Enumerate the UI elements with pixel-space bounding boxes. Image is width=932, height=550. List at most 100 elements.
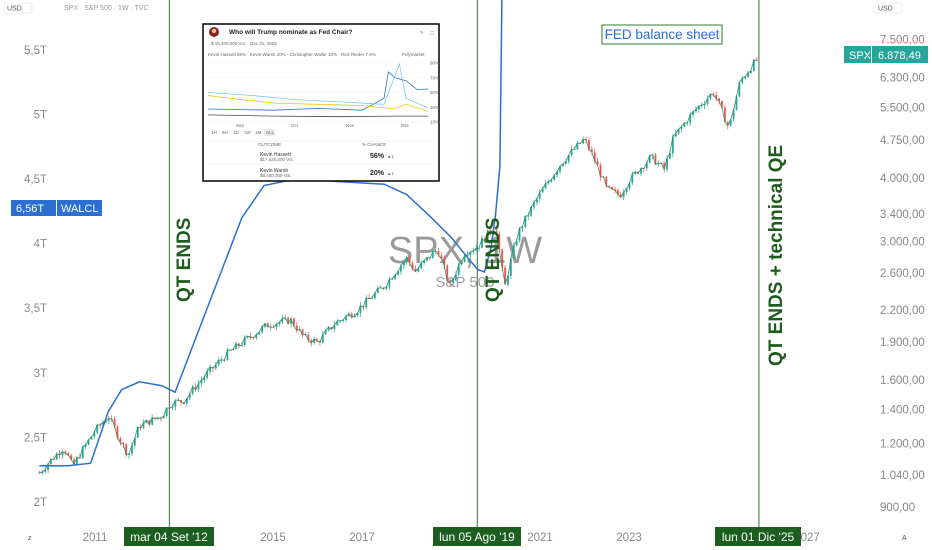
spx-candle bbox=[608, 185, 611, 188]
spx-candle bbox=[365, 297, 368, 308]
date-label-2019-text: lun 05 Ago '19 bbox=[439, 530, 515, 544]
spx-candle bbox=[645, 162, 648, 169]
currency-label-left[interactable]: USD bbox=[7, 6, 22, 13]
spx-candle bbox=[628, 183, 631, 189]
inset-range-button[interactable]: 1W bbox=[244, 130, 252, 135]
auto-scale-icon[interactable]: A bbox=[902, 535, 907, 542]
time-axis-tick: 2015 bbox=[260, 532, 286, 544]
spx-candle bbox=[420, 263, 423, 269]
spx-candle bbox=[243, 337, 246, 345]
inset-range-all-bg[interactable] bbox=[264, 129, 275, 136]
walcl-badge-name: WALCL bbox=[61, 203, 99, 215]
spx-candle bbox=[278, 322, 281, 325]
spx-candle bbox=[353, 315, 356, 318]
currency-selector-right[interactable] bbox=[873, 2, 903, 14]
spx-candle bbox=[703, 103, 706, 106]
spx-candle bbox=[752, 59, 755, 72]
spx-candle bbox=[122, 442, 125, 445]
spx-candle bbox=[191, 386, 194, 394]
spx-candle bbox=[498, 233, 501, 250]
inset-row1-change: ▲1 bbox=[387, 154, 394, 159]
spx-candle bbox=[423, 260, 425, 264]
spx-candle bbox=[151, 417, 154, 425]
inset-row2-sub: $8,400,000 Vol. bbox=[260, 173, 291, 178]
watermark-symbol: SPX, 1W bbox=[388, 230, 542, 272]
spx-candle bbox=[454, 274, 457, 280]
spx-candle bbox=[394, 274, 397, 279]
right-axis-tick: 3.400,00 bbox=[880, 209, 925, 221]
inset-row2-name: Kevin Warsh bbox=[260, 168, 288, 174]
spx-candle bbox=[593, 152, 596, 162]
spx-candle bbox=[741, 78, 744, 83]
right-axis-tick: 6.300,00 bbox=[880, 73, 925, 85]
spx-candle bbox=[538, 192, 541, 199]
spx-candle bbox=[590, 149, 593, 153]
inset-range-button[interactable]: 6H bbox=[222, 130, 228, 135]
inset-probability-plot: 90% 70% 50% 30% 10% Sep Oct Nov Dec bbox=[207, 61, 439, 128]
spx-candle bbox=[55, 453, 58, 460]
spx-candle bbox=[145, 420, 148, 423]
currency-selector-left[interactable] bbox=[3, 2, 33, 14]
inset-range-button[interactable]: 1M bbox=[255, 130, 262, 135]
spx-candle bbox=[709, 94, 712, 99]
spx-candle bbox=[469, 251, 472, 256]
spx-candle bbox=[648, 155, 651, 163]
spx-badge-name: SPX bbox=[849, 50, 872, 62]
left-axis-tick: 3T bbox=[34, 368, 47, 380]
spx-price-line bbox=[39, 59, 757, 474]
inset-row2-pct: 20% bbox=[370, 170, 385, 177]
spx-candle bbox=[67, 453, 70, 456]
spx-candle bbox=[76, 457, 78, 465]
inset-x-tick: Dec bbox=[401, 123, 410, 128]
right-axis-tick: 1.400,00 bbox=[880, 405, 925, 417]
inset-pct-tick: 90% bbox=[430, 61, 439, 66]
spx-candle bbox=[634, 171, 637, 174]
spx-candle bbox=[411, 262, 414, 269]
spx-candle bbox=[93, 432, 96, 437]
spx-candle bbox=[718, 98, 721, 102]
spx-candle bbox=[530, 206, 532, 216]
spx-candle bbox=[359, 305, 362, 314]
right-axis-tick: 1.040,00 bbox=[880, 470, 925, 482]
spx-candle bbox=[440, 255, 443, 259]
spx-candle bbox=[619, 194, 622, 198]
spx-candle bbox=[750, 71, 752, 73]
inset-range-button[interactable]: ALL bbox=[266, 130, 275, 135]
spx-candle bbox=[669, 153, 671, 159]
time-axis-tick: 2021 bbox=[527, 532, 553, 544]
timezone-icon[interactable]: z bbox=[28, 535, 32, 542]
spx-candle bbox=[180, 399, 183, 403]
right-axis-tick: 4.750,00 bbox=[880, 135, 925, 147]
spx-candle bbox=[61, 451, 64, 456]
inset-range-button[interactable]: 1D bbox=[233, 130, 240, 135]
inset-range-buttons: 1H 6H 1D 1W 1M ALL bbox=[211, 129, 275, 136]
spx-candle bbox=[203, 377, 206, 381]
spx-candle bbox=[240, 344, 243, 346]
spx-badge: SPX 6.878,49 bbox=[844, 46, 928, 63]
spx-candle bbox=[457, 264, 460, 275]
spx-candle bbox=[301, 329, 304, 335]
spx-candle bbox=[460, 261, 463, 265]
spx-candle bbox=[374, 293, 376, 299]
spx-candle bbox=[431, 251, 434, 259]
spx-candle bbox=[113, 418, 116, 427]
inset-title: Who will Trump nominate as Fed Chair? bbox=[229, 29, 353, 36]
spx-candle bbox=[102, 422, 104, 426]
spx-candle bbox=[313, 339, 316, 344]
inset-range-button[interactable]: 1H bbox=[211, 130, 217, 135]
spx-candle bbox=[295, 325, 298, 331]
right-axis-tick: 7.500,00 bbox=[880, 34, 925, 46]
currency-label-right[interactable]: USD bbox=[878, 6, 893, 13]
spx-candle bbox=[200, 380, 203, 384]
spx-candle bbox=[414, 268, 417, 272]
spx-candle bbox=[133, 437, 136, 446]
spx-candle bbox=[275, 324, 278, 328]
spx-candle bbox=[287, 317, 290, 324]
inset-series-line bbox=[207, 62, 429, 109]
spx-candle bbox=[562, 163, 564, 167]
spx-candle bbox=[290, 318, 292, 324]
spx-candle bbox=[686, 122, 689, 124]
spx-candle bbox=[564, 161, 567, 164]
spx-candle bbox=[616, 190, 619, 195]
annotation-qt-ends-2019: QT ENDS bbox=[483, 218, 504, 302]
